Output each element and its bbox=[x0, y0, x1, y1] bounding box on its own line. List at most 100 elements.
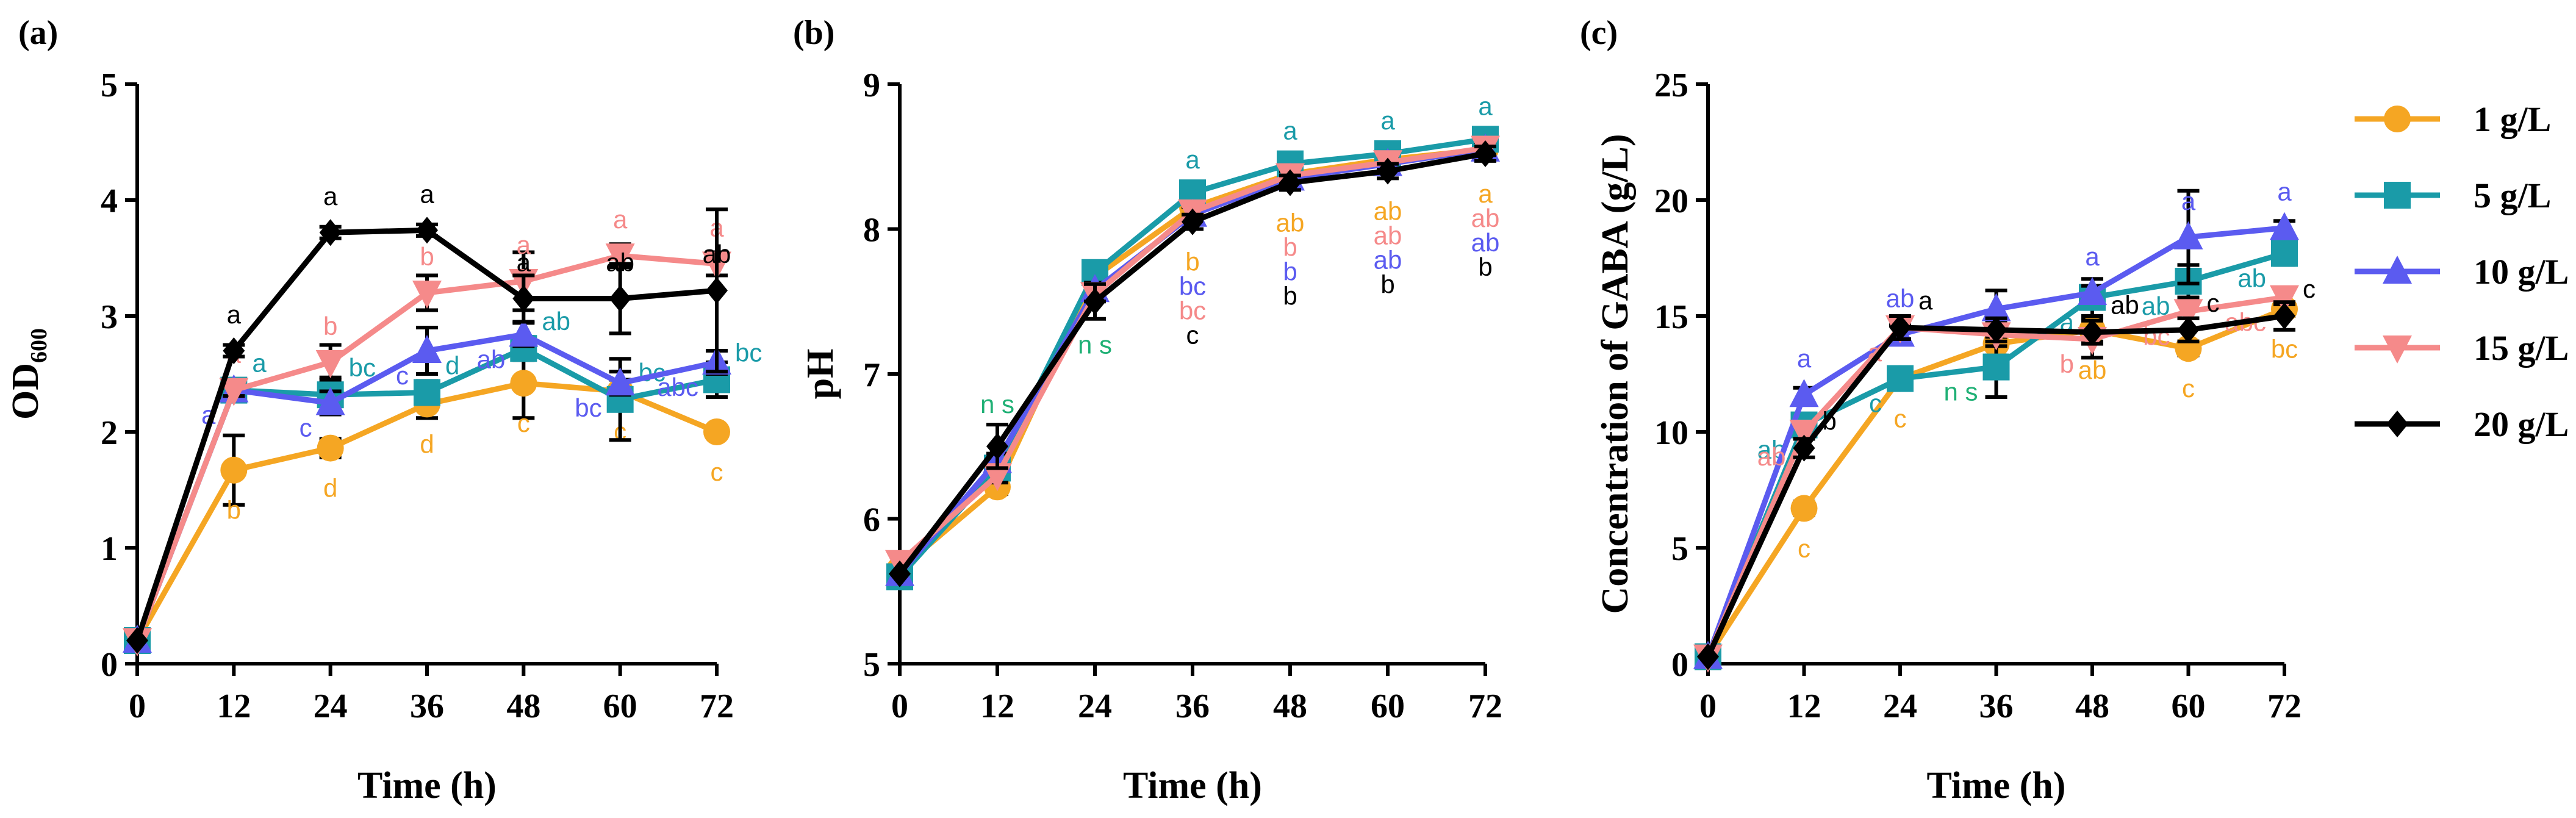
significance-label: a bbox=[613, 205, 628, 234]
x-tick-label: 36 bbox=[410, 687, 444, 725]
data-point bbox=[509, 318, 539, 347]
data-point bbox=[1985, 316, 2007, 343]
significance-label: a bbox=[1797, 344, 1812, 373]
data-point bbox=[1697, 643, 1719, 670]
data-point bbox=[2078, 277, 2107, 305]
y-tick-label: 1 bbox=[101, 530, 118, 568]
y-tick-label: 10 bbox=[1654, 414, 1688, 452]
data-point bbox=[2270, 285, 2299, 314]
y-tick-label: 9 bbox=[863, 66, 880, 104]
data-point bbox=[126, 627, 148, 654]
significance-label: d bbox=[420, 429, 434, 458]
y-tick-label: 6 bbox=[863, 501, 880, 539]
significance-label: a bbox=[1478, 91, 1493, 120]
significance-label: c bbox=[2303, 274, 2316, 303]
significance-label: c bbox=[396, 361, 409, 390]
x-tick-label: 60 bbox=[1371, 687, 1405, 725]
x-tick-label: 48 bbox=[506, 687, 540, 725]
significance-label: c bbox=[517, 409, 530, 437]
x-tick-label: 24 bbox=[1883, 687, 1917, 725]
y-tick-label: 0 bbox=[1671, 646, 1688, 684]
data-point bbox=[317, 434, 344, 462]
significance-label: c bbox=[1894, 404, 1907, 433]
data-point bbox=[1982, 353, 2010, 381]
y-tick-label: 20 bbox=[1654, 182, 1688, 220]
series-20gl: aa aa ab ab bbox=[126, 179, 731, 654]
data-point bbox=[706, 277, 728, 304]
significance-label: b bbox=[323, 312, 337, 340]
data-point bbox=[2177, 316, 2200, 343]
significance-label: ab bbox=[1471, 204, 1500, 232]
x-tick-label: 0 bbox=[891, 687, 908, 725]
data-point bbox=[1789, 379, 1819, 407]
x-tick-label: 0 bbox=[1699, 687, 1717, 725]
significance-label: abc bbox=[657, 373, 698, 401]
data-point bbox=[605, 243, 635, 272]
significance-label: b bbox=[1283, 282, 1297, 310]
significance-label: b bbox=[227, 496, 241, 525]
x-axis-title: Time (h) bbox=[357, 765, 497, 806]
x-tick-label: 36 bbox=[1175, 687, 1210, 725]
significance-label: c bbox=[300, 414, 312, 442]
x-tick-label: 12 bbox=[217, 687, 251, 725]
data-point bbox=[512, 285, 535, 312]
legend-marker bbox=[2383, 335, 2412, 364]
y-axis-title: pH bbox=[800, 349, 841, 400]
y-axis-title: OD600 bbox=[5, 328, 52, 420]
data-point bbox=[220, 456, 248, 484]
data-point bbox=[1981, 293, 2011, 321]
series-15gl bbox=[885, 135, 1500, 578]
significance-label: ab bbox=[1886, 284, 1915, 312]
significance-label: a bbox=[420, 179, 434, 208]
legend-entry: 5 g/L bbox=[2355, 176, 2551, 215]
legend-entry: 10 g/L bbox=[2355, 252, 2569, 292]
significance-label: bc bbox=[1179, 272, 1206, 301]
significance-label: a bbox=[1380, 106, 1395, 135]
data-point bbox=[983, 463, 1012, 492]
data-point bbox=[1793, 434, 1815, 462]
significance-label: b bbox=[2060, 350, 2074, 378]
data-point bbox=[889, 560, 911, 587]
significance-label: ab bbox=[1374, 197, 1402, 226]
x-tick-label: 48 bbox=[1273, 687, 1307, 725]
data-point bbox=[414, 379, 440, 406]
series-15gl: aba bbc abc bbox=[1693, 285, 2299, 673]
legend: 1 g/L 5 g/L 10 g/L 15 g/L 20 g/L bbox=[2355, 99, 2569, 444]
y-tick-label: 4 bbox=[101, 182, 118, 220]
x-tick-label: 72 bbox=[700, 687, 734, 725]
data-point bbox=[1084, 288, 1106, 315]
data-point bbox=[1887, 365, 1914, 392]
significance-label: ab bbox=[606, 248, 634, 277]
x-tick-label: 12 bbox=[980, 687, 1014, 725]
x-tick-label: 60 bbox=[603, 687, 637, 725]
significance-label: ab bbox=[703, 240, 731, 268]
data-point bbox=[605, 367, 635, 396]
significance-label: d bbox=[445, 351, 459, 379]
panel-letter: (c) bbox=[1580, 14, 1618, 52]
data-point bbox=[1889, 314, 1911, 341]
significance-label: a bbox=[227, 300, 242, 329]
legend-label: 10 g/L bbox=[2474, 252, 2569, 292]
data-point bbox=[219, 378, 249, 406]
x-tick-label: 48 bbox=[2075, 687, 2109, 725]
x-tick-label: 72 bbox=[2267, 687, 2302, 725]
significance-label: bc bbox=[735, 339, 762, 367]
significance-label: a bbox=[2181, 187, 2196, 215]
y-tick-label: 15 bbox=[1654, 298, 1688, 336]
significance-label: a bbox=[2277, 178, 2292, 206]
data-point bbox=[315, 350, 345, 378]
series-5gl bbox=[886, 126, 1499, 590]
significance-label: a bbox=[1283, 117, 1297, 145]
y-tick-label: 5 bbox=[101, 66, 118, 104]
significance-label: ab bbox=[477, 345, 506, 373]
significance-label: ab bbox=[2111, 291, 2139, 320]
x-axis-title: Time (h) bbox=[1927, 765, 2066, 806]
significance-label: n s bbox=[980, 390, 1014, 418]
significance-label: bc bbox=[349, 353, 376, 382]
data-point bbox=[986, 432, 1008, 460]
legend-entry: 15 g/L bbox=[2355, 328, 2569, 368]
y-tick-label: 5 bbox=[1671, 530, 1688, 568]
